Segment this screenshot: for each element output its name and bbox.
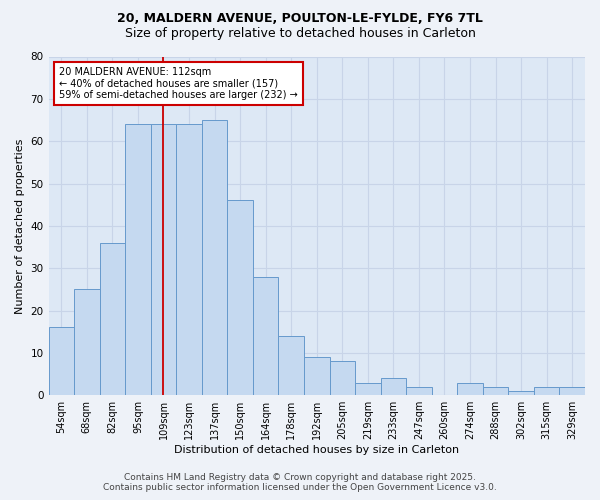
X-axis label: Distribution of detached houses by size in Carleton: Distribution of detached houses by size … bbox=[174, 445, 460, 455]
Text: Contains HM Land Registry data © Crown copyright and database right 2025.
Contai: Contains HM Land Registry data © Crown c… bbox=[103, 473, 497, 492]
Bar bbox=[355, 382, 380, 395]
Bar bbox=[49, 328, 74, 395]
Bar bbox=[534, 386, 559, 395]
Bar bbox=[176, 124, 202, 395]
Text: Size of property relative to detached houses in Carleton: Size of property relative to detached ho… bbox=[125, 28, 475, 40]
Bar bbox=[125, 124, 151, 395]
Bar bbox=[483, 386, 508, 395]
Text: 20, MALDERN AVENUE, POULTON-LE-FYLDE, FY6 7TL: 20, MALDERN AVENUE, POULTON-LE-FYLDE, FY… bbox=[117, 12, 483, 26]
Bar bbox=[151, 124, 176, 395]
Bar bbox=[100, 243, 125, 395]
Bar bbox=[304, 357, 329, 395]
Bar bbox=[508, 391, 534, 395]
Bar bbox=[202, 120, 227, 395]
Bar bbox=[74, 290, 100, 395]
Text: 20 MALDERN AVENUE: 112sqm
← 40% of detached houses are smaller (157)
59% of semi: 20 MALDERN AVENUE: 112sqm ← 40% of detac… bbox=[59, 66, 298, 100]
Y-axis label: Number of detached properties: Number of detached properties bbox=[15, 138, 25, 314]
Bar bbox=[253, 276, 278, 395]
Bar bbox=[457, 382, 483, 395]
Bar bbox=[329, 362, 355, 395]
Bar bbox=[278, 336, 304, 395]
Bar bbox=[559, 386, 585, 395]
Bar bbox=[406, 386, 432, 395]
Bar bbox=[380, 378, 406, 395]
Bar bbox=[227, 200, 253, 395]
